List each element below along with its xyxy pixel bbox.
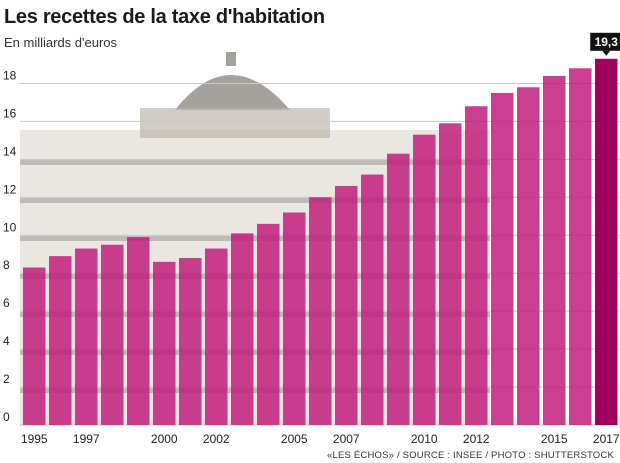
bar-1998: [101, 244, 124, 425]
building-dome: [175, 75, 290, 110]
bar-2013: [491, 92, 514, 425]
building-facade: [20, 130, 490, 425]
x-tick-label: 2015: [541, 432, 568, 446]
bar-2012: [465, 106, 488, 425]
source-credit: «LES ÉCHOS» / SOURCE : INSEE / PHOTO : S…: [327, 450, 614, 461]
bar-2008: [361, 174, 384, 425]
bars: [23, 58, 618, 426]
badge-value-label: 19,3: [595, 35, 619, 49]
balcony-line: [20, 312, 490, 317]
bar-2003: [231, 233, 254, 425]
bar-1997: [75, 248, 98, 425]
x-tick-label: 2012: [463, 432, 490, 446]
bar-2001: [179, 258, 202, 425]
building-roofline: [140, 108, 330, 138]
dome-lantern: [226, 52, 236, 66]
y-tick-label: 14: [3, 144, 17, 158]
x-tick-label: 2017: [593, 432, 620, 446]
y-tick-label: 6: [3, 296, 10, 310]
x-tick-label: 1995: [21, 432, 48, 446]
y-tick-label: 4: [3, 334, 10, 348]
badge-pointer: [602, 50, 611, 56]
chart-title: Les recettes de la taxe d'habitation: [4, 6, 325, 28]
y-tick-label: 10: [3, 220, 17, 234]
x-tick-label: 1997: [73, 432, 100, 446]
bar-1999: [127, 237, 150, 425]
bar-2006: [309, 197, 332, 425]
bar-2004: [257, 223, 280, 425]
y-tick-label: 18: [3, 68, 17, 82]
y-tick-label: 8: [3, 258, 10, 272]
x-axis-tick-labels: 1995 1997 2000 2002 2005 2007 2010 2012 2015 2017: [21, 432, 620, 446]
x-tick-label: 2002: [203, 432, 230, 446]
bar-2016: [569, 68, 592, 426]
y-tick-label: 16: [3, 106, 17, 120]
bar-2002: [205, 248, 228, 425]
bar-2017: [595, 58, 618, 426]
badge-box: [590, 32, 620, 51]
balcony-line: [20, 236, 490, 241]
y-axis-tick-labels: 0 2 4 6 8 10 12 14 16 18: [3, 68, 17, 424]
balcony-line: [20, 388, 490, 393]
chart-subtitle: En milliards d'euros: [4, 35, 118, 50]
bar-2009: [387, 153, 410, 425]
bar-2007: [335, 185, 358, 425]
balcony-line: [20, 350, 490, 355]
bar-2005: [283, 212, 306, 425]
bar-2011: [439, 123, 462, 426]
bar-2000: [153, 261, 176, 425]
x-tick-label: 2007: [333, 432, 360, 446]
y-tick-label: 2: [3, 372, 10, 386]
bar-1995: [23, 267, 46, 425]
x-tick-label: 2010: [411, 432, 438, 446]
x-tick-label: 2000: [151, 432, 178, 446]
balcony-line: [20, 198, 490, 203]
building-photo-background: [20, 52, 490, 425]
balcony-line: [20, 160, 490, 165]
y-tick-label: 12: [3, 182, 17, 196]
balcony-line: [20, 274, 490, 279]
bar-2014: [517, 87, 540, 425]
y-tick-label: 0: [3, 410, 10, 424]
bar-2015: [543, 75, 566, 425]
bar-1996: [49, 256, 72, 425]
x-tick-label: 2005: [281, 432, 308, 446]
highlight-badge: 19,3: [590, 32, 620, 56]
bar-2010: [413, 134, 436, 425]
